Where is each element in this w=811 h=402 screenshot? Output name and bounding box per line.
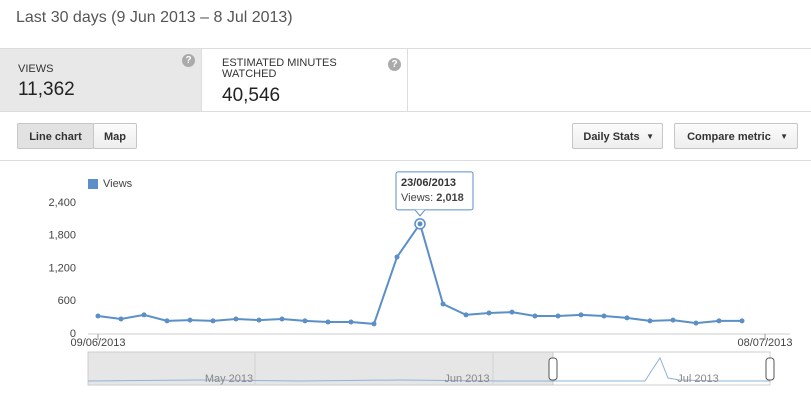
navigator-label: May 2013 xyxy=(205,373,253,385)
point xyxy=(371,321,377,327)
point xyxy=(463,312,469,318)
point xyxy=(509,309,515,315)
point xyxy=(348,319,354,325)
map-button[interactable]: Map xyxy=(93,123,137,149)
navigator-line xyxy=(87,356,770,382)
help-icon[interactable]: ? xyxy=(388,58,401,71)
y-tick-label: 600 xyxy=(58,295,76,307)
point xyxy=(693,320,699,326)
caret: ▼ xyxy=(780,132,788,141)
tooltip-text: Views: 2,018 xyxy=(401,192,464,204)
point xyxy=(233,316,239,322)
metric-label: ESTIMATED MINUTES WATCHED xyxy=(222,57,337,80)
help-icon[interactable]: ? xyxy=(182,54,195,67)
point xyxy=(394,254,400,260)
divider xyxy=(0,48,811,49)
header-title: Last 30 days (9 Jun 2013 – 8 Jul 2013) xyxy=(16,9,293,26)
point xyxy=(95,313,101,319)
navigator-label: Jul 2013 xyxy=(677,373,719,385)
point xyxy=(141,312,147,318)
point xyxy=(555,313,561,319)
point xyxy=(486,310,492,316)
line-chart-button[interactable]: Line chart xyxy=(17,123,94,149)
tooltip-label: Views: xyxy=(401,192,436,204)
point xyxy=(279,316,285,322)
metric-tab[interactable]: ESTIMATED MINUTES WATCHED 40,546 ? xyxy=(202,49,408,111)
y-tick-label: 1,200 xyxy=(48,262,76,274)
navigator-window xyxy=(552,351,771,386)
line xyxy=(97,221,742,325)
legend-swatch xyxy=(88,179,98,189)
point xyxy=(670,317,676,323)
divider xyxy=(0,111,811,112)
point xyxy=(164,318,170,324)
tooltip-value: 2,018 xyxy=(436,192,464,204)
tooltip-title: 23/06/2013 xyxy=(401,177,456,189)
divider xyxy=(0,160,811,161)
point xyxy=(739,318,745,324)
point xyxy=(187,317,193,323)
point xyxy=(601,313,607,319)
point xyxy=(716,318,722,324)
point xyxy=(302,318,308,324)
metric-value: 40,546 xyxy=(222,85,281,106)
point xyxy=(578,312,584,318)
x-tick-label: 08/07/2013 xyxy=(737,337,792,349)
point xyxy=(325,319,331,325)
highlight-core xyxy=(417,221,423,227)
point xyxy=(256,317,262,323)
y-tick-label: 0 xyxy=(70,328,76,340)
navigator-handle[interactable] xyxy=(548,357,558,381)
button-label: Daily Stats xyxy=(583,131,640,143)
legend-label: Views xyxy=(103,178,133,190)
point xyxy=(210,318,216,324)
navigator-label: Jun 2013 xyxy=(444,373,489,385)
point xyxy=(532,313,538,319)
compare-metric-button[interactable]: Compare metric ▼ xyxy=(674,123,798,149)
metric-label: VIEWS xyxy=(18,63,54,75)
point xyxy=(624,315,630,321)
navigator-shade xyxy=(88,352,553,385)
metric-tab[interactable]: VIEWS 11,362 ? xyxy=(0,49,202,111)
point xyxy=(647,318,653,324)
point xyxy=(118,316,124,322)
metric-value: 11,362 xyxy=(18,79,75,100)
y-tick-label: 2,400 xyxy=(48,197,76,209)
daily-stats-button[interactable]: Daily Stats ▼ xyxy=(572,123,663,149)
navigator-handle[interactable] xyxy=(765,357,775,381)
button-label: Compare metric xyxy=(687,131,771,143)
x-tick-label: 09/06/2013 xyxy=(70,337,125,349)
tooltip-pointer xyxy=(414,209,426,217)
tooltip-box xyxy=(395,171,474,211)
y-tick-label: 1,800 xyxy=(48,230,76,242)
point xyxy=(440,301,446,307)
caret: ▼ xyxy=(646,132,654,141)
